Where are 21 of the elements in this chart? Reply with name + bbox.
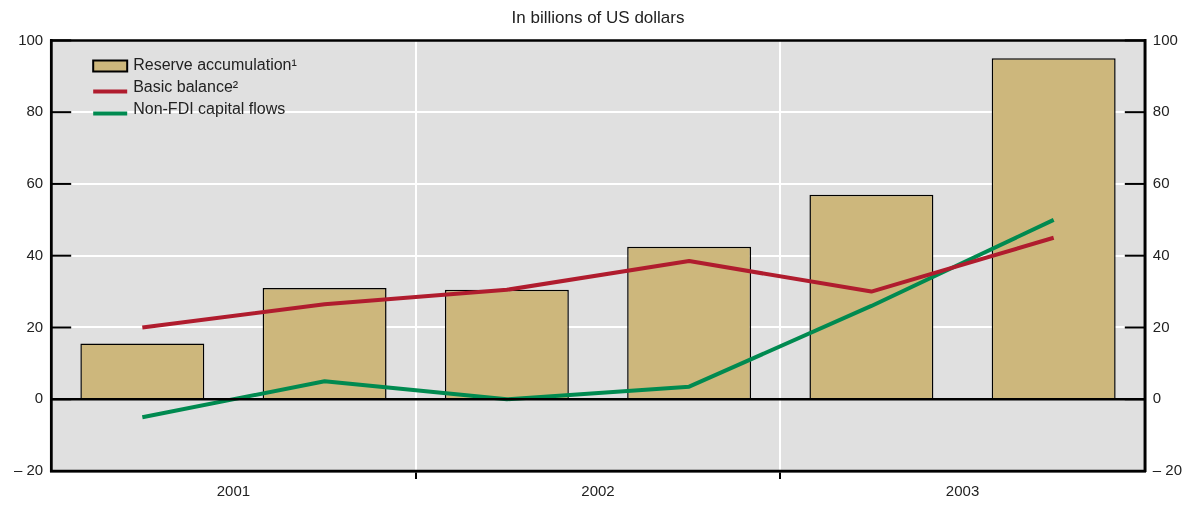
y-tick-label: – 20 <box>13 461 44 479</box>
x-tick-label: 2002 <box>581 482 615 500</box>
y2-tick-label: 20 <box>1152 317 1170 335</box>
y-tick-label: 80 <box>26 102 44 120</box>
y2-tick-label: 60 <box>1152 174 1170 192</box>
y2-tick-label: 40 <box>1152 245 1170 263</box>
y2-tick-label: 80 <box>1152 102 1170 120</box>
y2-tick-label: 0 <box>1152 389 1162 407</box>
y-tick-label: 100 <box>18 30 44 48</box>
y2-tick-label: 100 <box>1152 30 1178 48</box>
y-tick-label: 40 <box>26 245 44 263</box>
y-tick-label: 20 <box>26 317 44 335</box>
chart-title: In billions of US dollars <box>511 7 685 27</box>
x-tick-label: 2001 <box>216 482 251 500</box>
legend-label: Non-FDI capital flows <box>133 99 286 117</box>
legend-label: Basic balance² <box>133 77 239 95</box>
x-tick-label: 2003 <box>945 482 980 500</box>
y-tick-label: 0 <box>34 389 44 407</box>
y-tick-label: 60 <box>26 174 44 192</box>
legend-label: Reserve accumulation¹ <box>133 55 297 73</box>
y2-tick-label: – 20 <box>1152 461 1183 479</box>
